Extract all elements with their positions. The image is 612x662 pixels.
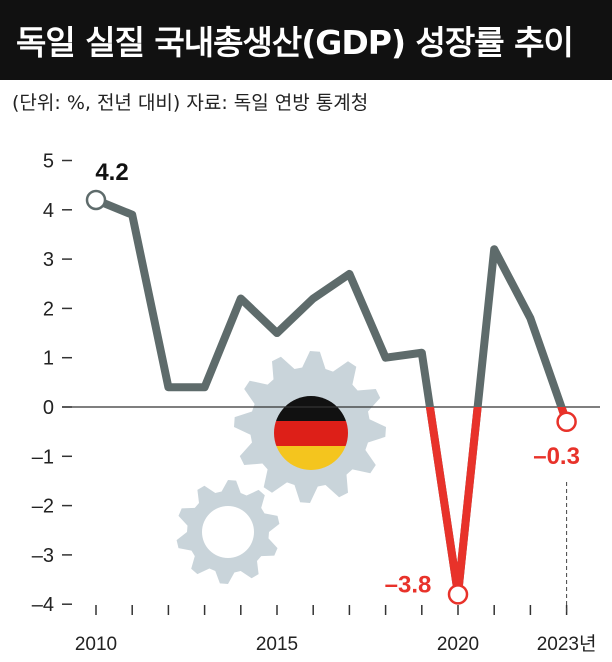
y-tick-label: 1 (43, 348, 54, 370)
x-tick-label: 2010 (75, 634, 117, 655)
x-tick-label: 2015 (256, 634, 298, 655)
y-tick-label: 4 (43, 200, 54, 222)
title-bar: 독일 실질 국내총생산(GDP) 성장률 추이 (0, 0, 612, 80)
x-tick-label: 2020 (437, 634, 479, 655)
y-tick-label: –2 (32, 496, 54, 518)
y-tick-label: –4 (32, 594, 54, 616)
data-label: 4.2 (95, 159, 128, 186)
y-tick-label: –1 (32, 446, 54, 468)
series-line (92, 195, 571, 599)
flag-stripe-red (274, 421, 348, 446)
chart-subtitle: (단위: %, 전년 대비) 자료: 독일 연방 통계청 (12, 92, 369, 114)
small-gear-icon (176, 480, 280, 584)
data-point (85, 189, 107, 211)
data-point (447, 584, 469, 605)
y-tick-label: 5 (43, 151, 54, 173)
chart-title: 독일 실질 국내총생산(GDP) 성장률 추이 (16, 23, 574, 62)
y-tick-label: 0 (43, 397, 54, 419)
y-tick-label: 3 (43, 249, 54, 271)
x-tick-label: 2023년 (537, 633, 597, 655)
data-label: –3.8 (385, 571, 432, 598)
y-tick-label: 2 (43, 298, 54, 320)
y-tick-label: –3 (32, 545, 54, 567)
data-point (556, 411, 577, 433)
data-label: –0.3 (533, 443, 580, 470)
